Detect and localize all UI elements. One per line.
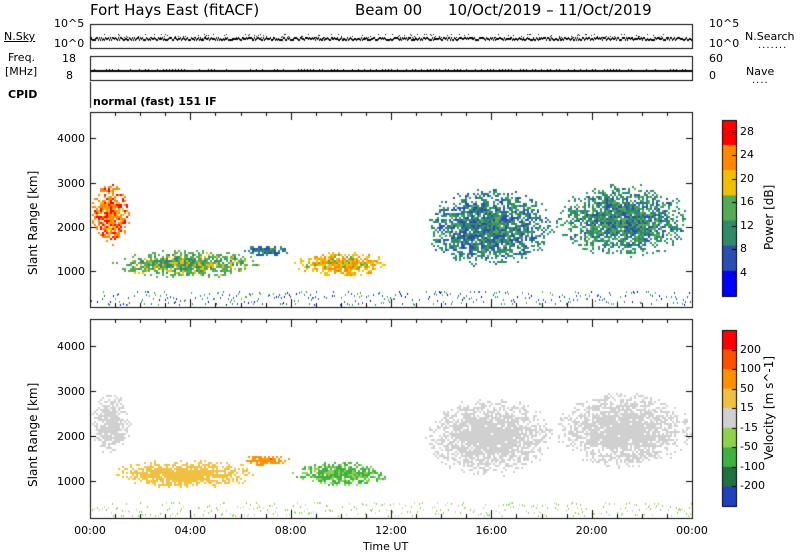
x-tick-label: 12:00 xyxy=(375,524,407,537)
colorbar-tick-label: 8 xyxy=(740,242,747,256)
x-tick-label: 00:00 xyxy=(676,524,708,537)
cpid-label: CPID xyxy=(8,88,38,101)
nave-tick-top: 60 xyxy=(709,52,723,65)
colorbar-tick-label: 50 xyxy=(740,381,754,395)
nsearch-dots: ······· xyxy=(758,43,788,54)
y-tick-label: 4000 xyxy=(57,131,85,145)
colorbar-tick-label: 24 xyxy=(740,148,754,162)
freq-tick-top: 18 xyxy=(62,52,76,65)
freq-tick-bottom: 8 xyxy=(66,69,73,82)
colorbar-tick-label: 28 xyxy=(740,124,754,138)
y-tick-label: 1000 xyxy=(57,264,85,278)
station-title: Fort Hays East (fitACF) xyxy=(90,1,260,19)
nave-dots: ···· xyxy=(752,78,769,89)
colorbar-tick-label: 4 xyxy=(740,265,747,279)
colorbar-tick-label: -100 xyxy=(740,459,765,473)
y-tick-label: 2000 xyxy=(57,429,85,443)
cpid-text: normal (fast) 151 IF xyxy=(93,95,217,108)
colorbar-tick-label: 15 xyxy=(740,401,754,415)
y-tick-label: 4000 xyxy=(57,339,85,353)
x-tick-label: 08:00 xyxy=(274,524,307,537)
x-axis-label: Time UT xyxy=(363,540,409,553)
nsearch-tick-top: 10^5 xyxy=(709,17,740,30)
colorbar-tick-label: 200 xyxy=(740,342,761,356)
colorbar-label-power: Power [dB] xyxy=(762,184,776,250)
colorbar-tick-label: -15 xyxy=(740,420,758,434)
nsky-tick-bottom: 10^0 xyxy=(54,37,85,50)
colorbar-label-velocity: Velocity [m s^-1] xyxy=(762,355,776,460)
colorbar-tick-label: 100 xyxy=(740,362,761,376)
colorbar-tick-label: 12 xyxy=(740,218,754,232)
colorbar-tick-label: 20 xyxy=(740,171,754,185)
y-tick-label: 2000 xyxy=(57,220,85,234)
freq-label: Freq. xyxy=(8,51,36,64)
nsky-tick-top: 10^5 xyxy=(54,17,85,30)
y-tick-label: 1000 xyxy=(57,474,85,488)
colorbar-tick-label: -200 xyxy=(740,479,765,493)
date-range: 10/Oct/2019 – 11/Oct/2019 xyxy=(448,1,652,19)
y-axis-label-power: Slant Range [km] xyxy=(26,170,40,275)
y-tick-label: 3000 xyxy=(57,384,85,398)
freq-unit: [MHz] xyxy=(5,65,38,78)
x-tick-label: 04:00 xyxy=(174,524,207,537)
colorbar-tick-label: 16 xyxy=(740,195,754,209)
x-tick-label: 00:00 xyxy=(74,524,106,537)
nave-tick-bottom: 0 xyxy=(709,69,716,82)
x-tick-label: 20:00 xyxy=(575,524,608,537)
colorbar-tick-label: -50 xyxy=(740,440,758,454)
nsky-label: N.Sky xyxy=(4,30,36,43)
nsearch-tick-bottom: 10^0 xyxy=(709,37,740,50)
nave-label: Nave xyxy=(746,65,775,78)
y-axis-label-velocity: Slant Range [km] xyxy=(26,382,40,487)
nsearch-label: N.Search xyxy=(745,30,795,43)
beam-label: Beam 00 xyxy=(355,1,423,19)
y-tick-label: 3000 xyxy=(57,176,85,190)
x-tick-label: 16:00 xyxy=(475,524,508,537)
